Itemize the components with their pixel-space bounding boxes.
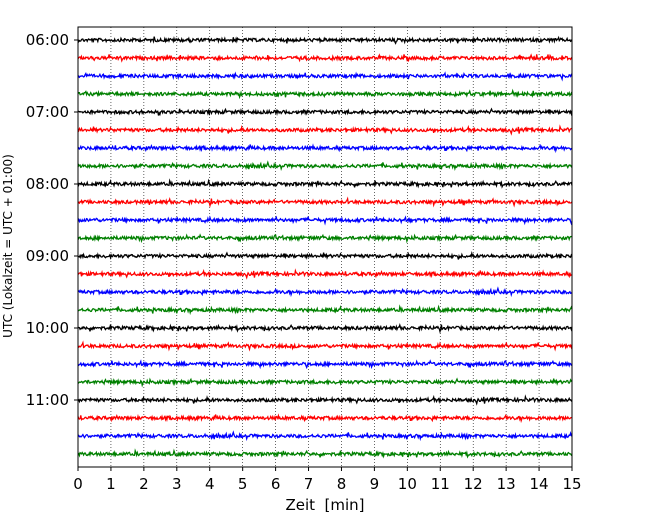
x-tick-label: 11 <box>431 475 450 493</box>
trace-0615 <box>77 53 573 63</box>
trace-0845 <box>77 233 573 244</box>
plot-frame <box>77 26 573 468</box>
trace-0700 <box>77 107 573 117</box>
trace-0730 <box>77 143 573 154</box>
trace-1000 <box>77 322 573 334</box>
x-tick-label: 10 <box>398 475 417 493</box>
trace-1030 <box>77 359 573 370</box>
x-tick-label: 3 <box>172 475 182 493</box>
x-tick-label: 9 <box>370 475 380 493</box>
x-tick-label: 14 <box>530 475 549 493</box>
trace-0630 <box>77 71 573 82</box>
x-tick-label: 5 <box>238 475 248 493</box>
seismic-traces <box>77 35 573 459</box>
x-tick-label: 12 <box>464 475 483 493</box>
trace-0900 <box>77 250 573 261</box>
trace-0945 <box>78 304 573 316</box>
y-tick-label: 10:00 <box>26 319 69 337</box>
x-tick-label: 15 <box>562 475 581 493</box>
x-axis-ticks: 0 1 2 3 4 5 6 7 8 9 10 11 12 13 14 15 <box>73 467 582 493</box>
x-tick-label: 6 <box>271 475 281 493</box>
x-tick-label: 2 <box>139 475 149 493</box>
trace-0830 <box>77 215 573 226</box>
x-tick-label: 7 <box>304 475 314 493</box>
y-axis-label: UTC (Lokalzeit = UTC + 01:00) <box>1 154 15 338</box>
x-tick-label: 4 <box>205 475 215 493</box>
x-tick-label: 13 <box>497 475 516 493</box>
y-tick-label: 07:00 <box>26 103 69 121</box>
y-axis-ticks: 06:00 07:00 08:00 09:00 10:00 11:00 <box>26 31 78 409</box>
trace-1045 <box>77 377 573 388</box>
y-tick-label: 06:00 <box>26 31 69 49</box>
trace-1015 <box>77 340 573 352</box>
trace-0745 <box>77 160 573 172</box>
x-axis-label: Zeit [min] <box>285 496 364 514</box>
y-tick-label: 11:00 <box>26 391 69 409</box>
x-tick-label: 0 <box>73 475 83 493</box>
trace-0915 <box>77 268 573 280</box>
y-tick-label: 09:00 <box>26 247 69 265</box>
trace-0645 <box>77 88 573 100</box>
trace-1115 <box>77 413 573 424</box>
grid-lines <box>110 27 540 467</box>
trace-1130 <box>77 430 573 442</box>
y-tick-label: 08:00 <box>26 175 69 193</box>
trace-1100 <box>77 394 573 406</box>
trace-1145 <box>77 448 573 459</box>
x-tick-label: 8 <box>337 475 347 493</box>
x-tick-label: 1 <box>106 475 116 493</box>
trace-0715 <box>77 124 572 136</box>
trace-0800 <box>77 178 573 189</box>
trace-0815 <box>77 196 573 208</box>
trace-0600 <box>77 35 573 45</box>
trace-0930 <box>77 286 573 298</box>
